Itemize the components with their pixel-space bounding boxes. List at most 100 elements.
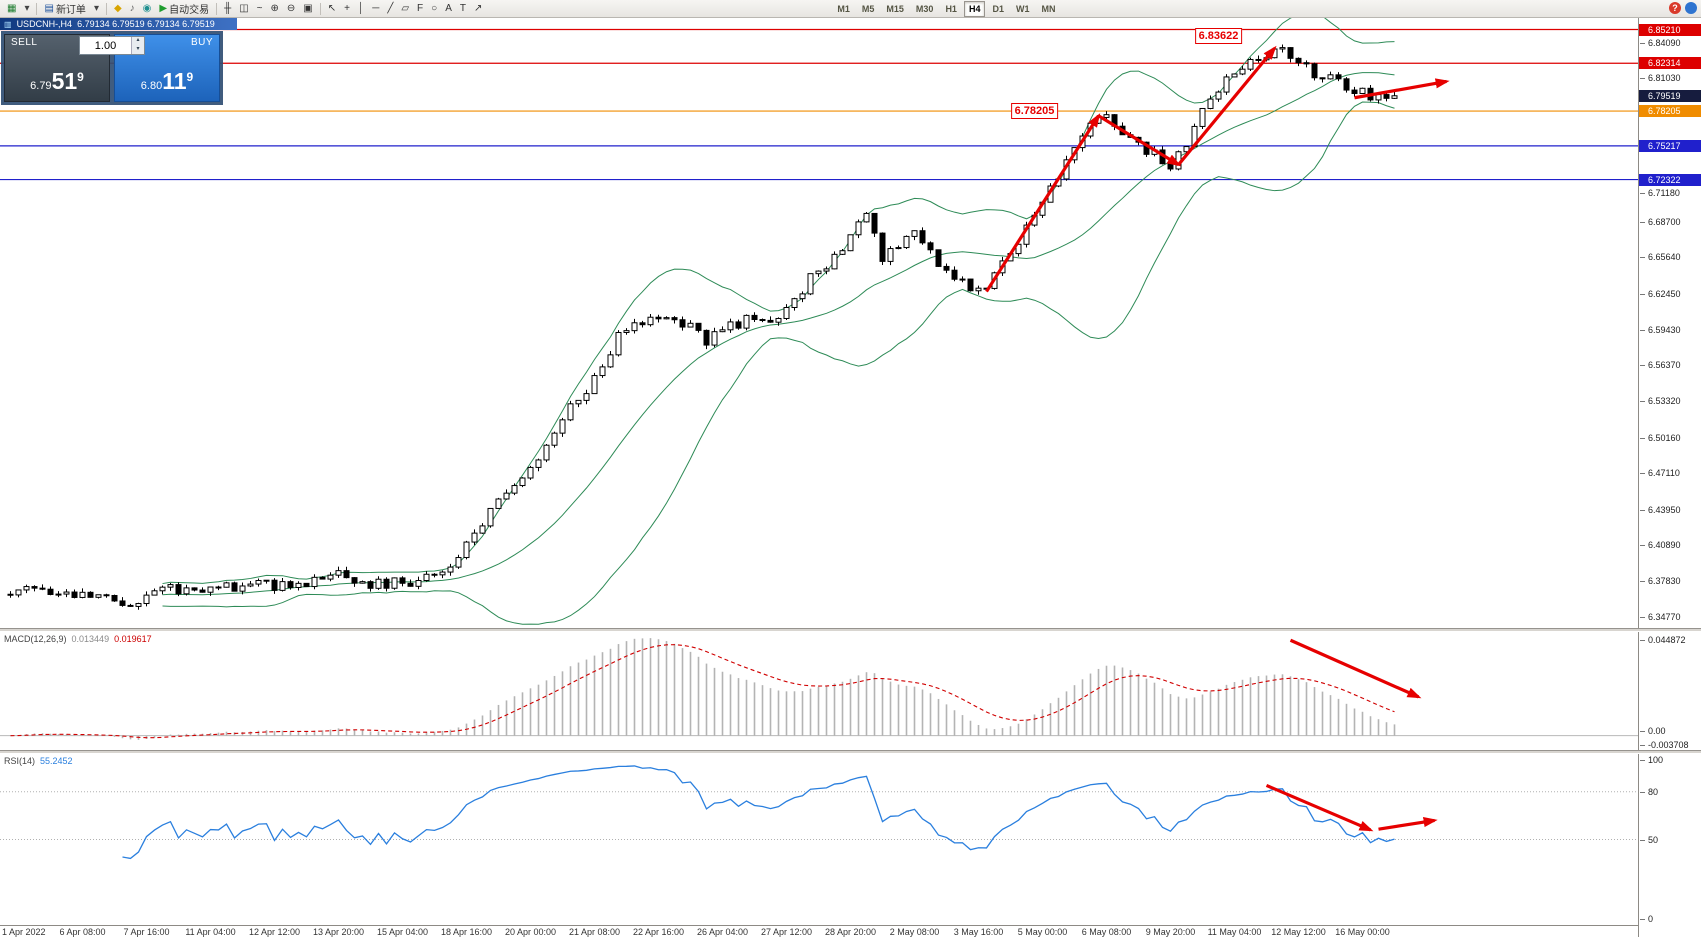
trend-arrow-object[interactable] — [985, 113, 1101, 293]
community-button[interactable]: ◉ — [139, 0, 156, 17]
bar-chart-button[interactable]: ╫ — [220, 0, 235, 17]
sell-price-prefix: 6.79 — [30, 80, 52, 92]
line-chart-icon: ~ — [256, 3, 263, 14]
price-tick: 6.47110 — [1639, 468, 1701, 478]
sounds-icon: ♪ — [129, 3, 135, 14]
price-tick: 6.62450 — [1639, 289, 1701, 299]
tile-windows-button[interactable]: ▣ — [299, 0, 316, 17]
trend-arrow-object[interactable] — [1378, 817, 1438, 831]
horizontal-line-button[interactable]: ─ — [368, 0, 383, 17]
sell-price: 6.79519 — [5, 68, 109, 95]
rsi-panel-canvas[interactable] — [0, 754, 1638, 925]
time-axis-label: 7 Apr 16:00 — [123, 927, 170, 937]
volume-input[interactable] — [80, 37, 131, 54]
timeframe-mn[interactable]: MN — [1041, 3, 1056, 14]
volume-box: ▴ ▾ — [79, 36, 145, 55]
price-badge: 6.82314 — [1639, 57, 1701, 70]
shapes-icon: ○ — [431, 3, 438, 14]
alerts-icon: ◆ — [113, 3, 122, 14]
rsi-axis-label: 80 — [1639, 787, 1701, 797]
trend-arrow-object[interactable] — [1177, 45, 1277, 166]
autotrading-button[interactable]: ▶ 自动交易 — [155, 0, 213, 17]
rsi-axis-label: 0 — [1639, 914, 1701, 924]
new-order-dropdown-button[interactable]: ▾ — [90, 0, 103, 17]
chat-button[interactable] — [1685, 2, 1697, 14]
trend-arrow-object[interactable] — [1265, 783, 1374, 832]
price-axis[interactable]: 6.84090 6.81030 6.71180 6.68700 6.65640 6.624… — [1638, 18, 1701, 937]
channel-icon: ▱ — [401, 3, 410, 14]
alerts-button[interactable]: ◆ — [110, 0, 126, 17]
timeframe-m1[interactable]: M1 — [837, 3, 850, 14]
new-chart-button[interactable]: ▦ — [3, 0, 20, 17]
rsi-indicator-header: RSI(14) 55.2452 — [4, 756, 73, 766]
crosshair-button[interactable]: + — [340, 0, 354, 17]
sell-price-sup: 9 — [77, 70, 84, 84]
timeframe-d1[interactable]: D1 — [992, 3, 1004, 14]
toolbar-separator — [216, 2, 218, 15]
rsi-axis-label: 100 — [1639, 755, 1701, 765]
timeframe-h4[interactable]: H4 — [963, 0, 986, 17]
price-badge: 6.75217 — [1639, 139, 1701, 152]
time-axis[interactable]: 1 Apr 2022 6 Apr 08:00 7 Apr 16:00 11 Apr 0… — [0, 925, 1638, 937]
zoom-in-button[interactable]: ⊕ — [267, 0, 283, 17]
time-axis-label: 16 May 00:00 — [1335, 927, 1390, 937]
volume-decrease-button[interactable]: ▾ — [132, 45, 144, 54]
text-icon: A — [445, 3, 452, 14]
arrows-button[interactable]: ↗ — [470, 0, 486, 17]
toolbar: ▦ ▾ ▤ 新订单 ▾ ◆ ♪ ◉ ▶ 自动交易 ╫ ◫ ~ ⊕ ⊖ ▣ ↖ + │ ─ ╱ ▱ F ○ A T ↗ M1 M5 M15 M… — [0, 0, 1701, 18]
price-tick: 6.34770 — [1639, 612, 1701, 622]
timeframe-m5[interactable]: M5 — [861, 3, 875, 14]
main-chart-canvas[interactable] — [0, 18, 1638, 628]
trend-arrow-object[interactable] — [1289, 638, 1422, 699]
one-click-trading-panel: SELL 6.79519 BUY 6.80119 ▴ ▾ — [1, 31, 223, 105]
help-button[interactable]: ? — [1669, 2, 1681, 14]
volume-increase-button[interactable]: ▴ — [132, 37, 144, 46]
sounds-button[interactable]: ♪ — [126, 0, 139, 17]
time-axis-label: 1 Apr 2022 — [2, 927, 46, 937]
price-tick: 6.50160 — [1639, 433, 1701, 443]
chart-window-title[interactable]: ▥ USDCNH-,H4 6.79134 6.79519 6.79134 6.7… — [0, 18, 237, 30]
shapes-button[interactable]: ○ — [427, 0, 441, 17]
text-button[interactable]: A — [441, 0, 456, 17]
zoom-in-icon: ⊕ — [270, 3, 279, 14]
candlestick-chart-button[interactable]: ◫ — [235, 0, 252, 17]
time-axis-label: 27 Apr 12:00 — [760, 927, 813, 937]
buy-price: 6.80119 — [115, 68, 219, 95]
price-tick: 6.84090 — [1639, 38, 1701, 48]
toolbar-separator — [36, 2, 38, 15]
panel-splitter[interactable] — [0, 628, 1701, 632]
rsi-label: RSI(14) — [4, 756, 36, 766]
trend-arrow-object[interactable] — [1354, 78, 1450, 100]
timeframe-m30[interactable]: M30 — [915, 3, 934, 14]
time-axis-label: 2 May 08:00 — [889, 927, 940, 937]
panel-splitter[interactable] — [0, 750, 1701, 754]
profiles-dropdown-button[interactable]: ▾ — [20, 0, 33, 17]
price-tick: 6.53320 — [1639, 396, 1701, 406]
label-button[interactable]: T — [456, 0, 470, 17]
time-axis-label: 9 May 20:00 — [1145, 927, 1196, 937]
timeframe-m15[interactable]: M15 — [886, 3, 904, 14]
fibonacci-button[interactable]: F — [413, 0, 427, 17]
new-order-button[interactable]: ▤ 新订单 — [40, 0, 89, 17]
line-chart-button[interactable]: ~ — [253, 0, 267, 17]
zoom-out-button[interactable]: ⊖ — [283, 0, 299, 17]
trendline-button[interactable]: ╱ — [383, 0, 397, 17]
macd-label: MACD(12,26,9) — [4, 634, 67, 644]
trend-arrow-object[interactable] — [1097, 114, 1182, 167]
volume-spinner: ▴ ▾ — [131, 37, 144, 54]
timeframe-h1[interactable]: H1 — [945, 3, 957, 14]
price-tick: 6.37830 — [1639, 576, 1701, 586]
macd-panel-canvas[interactable] — [0, 632, 1638, 750]
buy-price-prefix: 6.80 — [140, 80, 163, 92]
bollinger-lower-band — [162, 101, 1395, 625]
price-tick: 6.65640 — [1639, 252, 1701, 262]
time-axis-label: 18 Apr 16:00 — [440, 927, 493, 937]
timeframe-w1[interactable]: W1 — [1015, 3, 1030, 14]
macd-axis-label: -0.003708 — [1639, 740, 1701, 750]
quote-symbol-period: USDCNH-,H4 — [16, 19, 73, 29]
rsi-value: 55.2452 — [40, 756, 73, 766]
channel-button[interactable]: ▱ — [397, 0, 413, 17]
bollinger-upper-band — [162, 18, 1395, 585]
cursor-button[interactable]: ↖ — [324, 0, 340, 17]
vertical-line-button[interactable]: │ — [354, 0, 368, 17]
